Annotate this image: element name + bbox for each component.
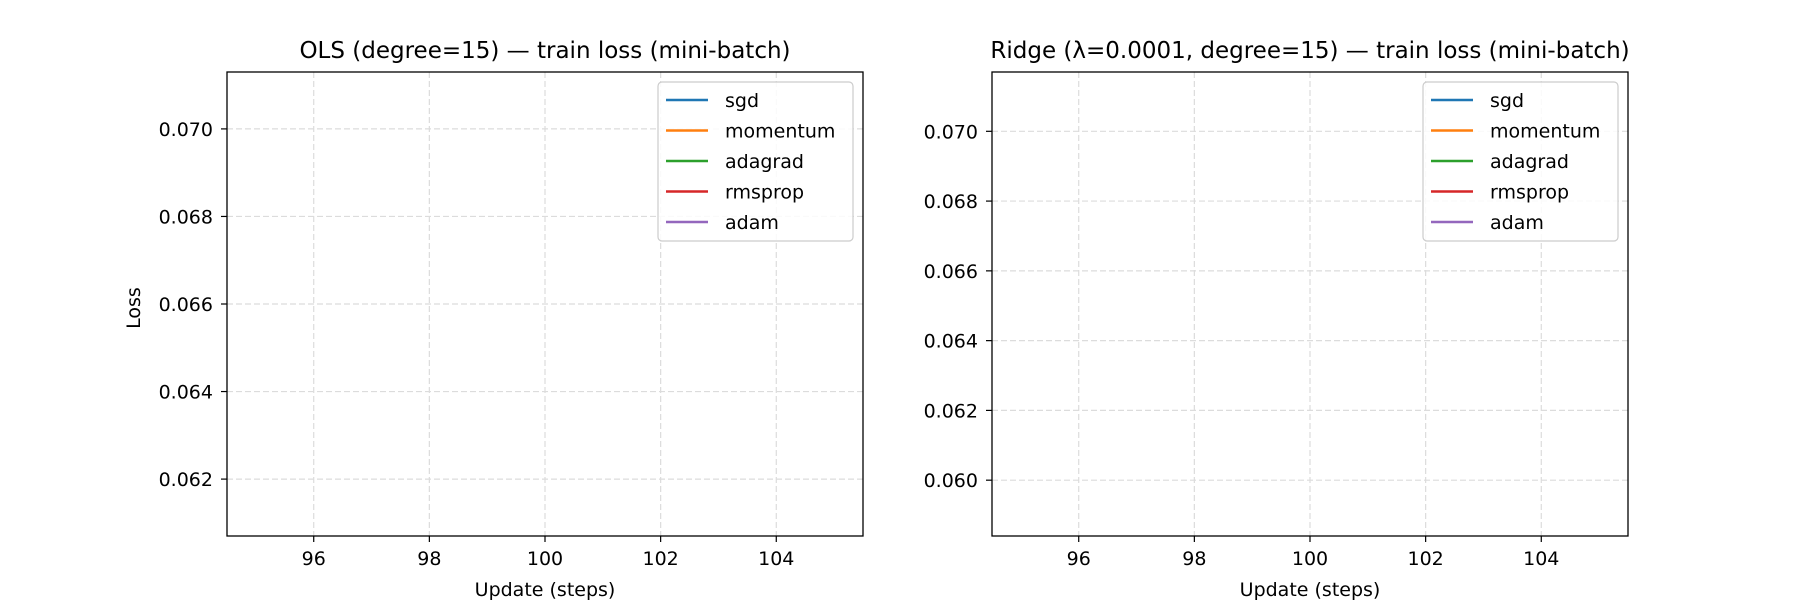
y-tick-label: 0.062 [924,400,978,422]
x-tick-label: 102 [643,548,679,570]
y-tick-label: 0.064 [159,382,213,404]
legend-label-momentum: momentum [1490,121,1600,143]
legend: sgd momentum adagrad rmsprop adam [1422,81,1619,242]
legend-label-adagrad: adagrad [725,151,804,173]
chart-panel-ridge: Ridge (λ=0.0001, degree=15) — train loss… [924,38,1630,600]
plot-area: 96 98 100 102 104 0.062 0.064 0.066 0.068 0.070 sg… [159,71,864,570]
chart-panel-ols: OLS (degree=15) — train loss (mini-batch… [123,38,864,600]
x-tick-label: 96 [1067,548,1091,570]
x-tick-label: 100 [1292,548,1328,570]
x-tick-label: 98 [417,548,441,570]
chart-title: Ridge (λ=0.0001, degree=15) — train loss… [990,38,1629,64]
plot-area: 96 98 100 102 104 0.060 0.062 0.064 0.066 0.068 0.… [924,71,1629,570]
x-tick-label: 104 [758,548,794,570]
x-axis-label: Update (steps) [475,579,616,600]
legend: sgd momentum adagrad rmsprop adam [657,81,854,242]
legend-label-rmsprop: rmsprop [725,182,804,204]
legend-box [1422,81,1619,242]
y-tick-label: 0.062 [159,469,213,491]
legend-label-rmsprop: rmsprop [1490,182,1569,204]
legend-label-sgd: sgd [725,90,759,112]
y-tick-label: 0.066 [159,294,213,316]
y-tick-label: 0.066 [924,261,978,283]
y-tick-label: 0.070 [924,121,978,143]
x-tick-label: 98 [1182,548,1206,570]
legend-label-sgd: sgd [1490,90,1524,112]
legend-box [657,81,854,242]
x-axis-label: Update (steps) [1240,579,1381,600]
legend-label-momentum: momentum [725,121,835,143]
chart-title: OLS (degree=15) — train loss (mini-batch… [299,38,790,64]
x-tick-label: 102 [1408,548,1444,570]
y-axis-label: Loss [123,287,145,329]
legend-label-adam: adam [725,212,779,234]
legend-label-adam: adam [1490,212,1544,234]
y-tick-label: 0.068 [924,191,978,213]
y-tick-label: 0.068 [159,206,213,228]
x-tick-label: 100 [527,548,563,570]
legend-label-adagrad: adagrad [1490,151,1569,173]
x-tick-label: 96 [302,548,326,570]
x-tick-label: 104 [1523,548,1559,570]
y-tick-label: 0.070 [159,119,213,141]
y-tick-label: 0.060 [924,470,978,492]
y-tick-label: 0.064 [924,331,978,353]
